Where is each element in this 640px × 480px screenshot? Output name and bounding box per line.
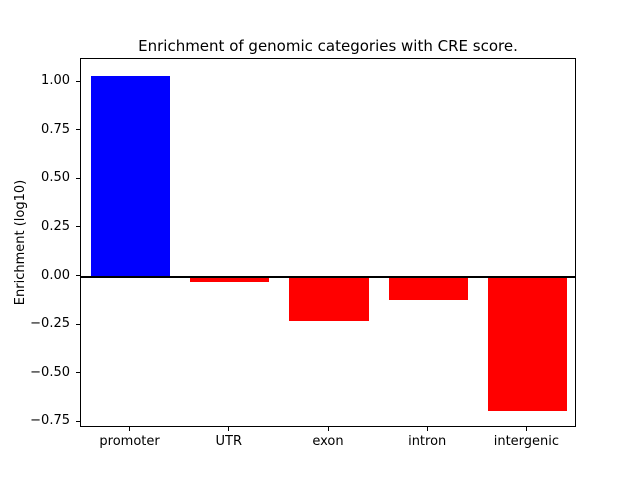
chart-title: Enrichment of genomic categories with CR…	[138, 37, 518, 55]
bar-intergenic	[487, 276, 568, 411]
bar-exon	[289, 276, 369, 322]
y-tick-label: 1.00	[41, 73, 70, 89]
y-tick-mark	[76, 226, 80, 228]
y-tick-mark	[76, 323, 80, 325]
bar-promoter	[90, 76, 171, 277]
x-tick-label: UTR	[215, 434, 243, 449]
x-tick-label: intron	[408, 434, 447, 449]
x-tick-label: promoter	[99, 434, 160, 449]
y-tick-label: 0.75	[41, 121, 70, 137]
x-tick-mark	[426, 427, 428, 431]
y-tick-label: 0.25	[41, 218, 70, 234]
y-tick-label: −0.25	[30, 316, 70, 332]
y-tick-label: 0.00	[41, 267, 70, 283]
y-tick-mark	[76, 80, 80, 82]
y-tick-label: −0.50	[30, 364, 70, 380]
plot-area	[80, 58, 576, 427]
y-tick-label: −0.75	[30, 413, 70, 429]
bar-UTR	[190, 276, 270, 283]
bar-intron	[388, 276, 468, 300]
x-tick-label: exon	[312, 434, 344, 449]
y-tick-label: 0.50	[41, 170, 70, 186]
x-tick-mark	[228, 427, 230, 431]
x-tick-label: intergenic	[493, 434, 560, 449]
y-tick-mark	[76, 177, 80, 179]
y-tick-mark	[76, 372, 80, 374]
x-tick-mark	[525, 427, 527, 431]
y-tick-mark	[76, 275, 80, 277]
y-tick-mark	[76, 420, 80, 422]
x-tick-mark	[327, 427, 329, 431]
y-tick-mark	[76, 129, 80, 131]
x-tick-mark	[129, 427, 131, 431]
zero-baseline	[81, 275, 575, 278]
